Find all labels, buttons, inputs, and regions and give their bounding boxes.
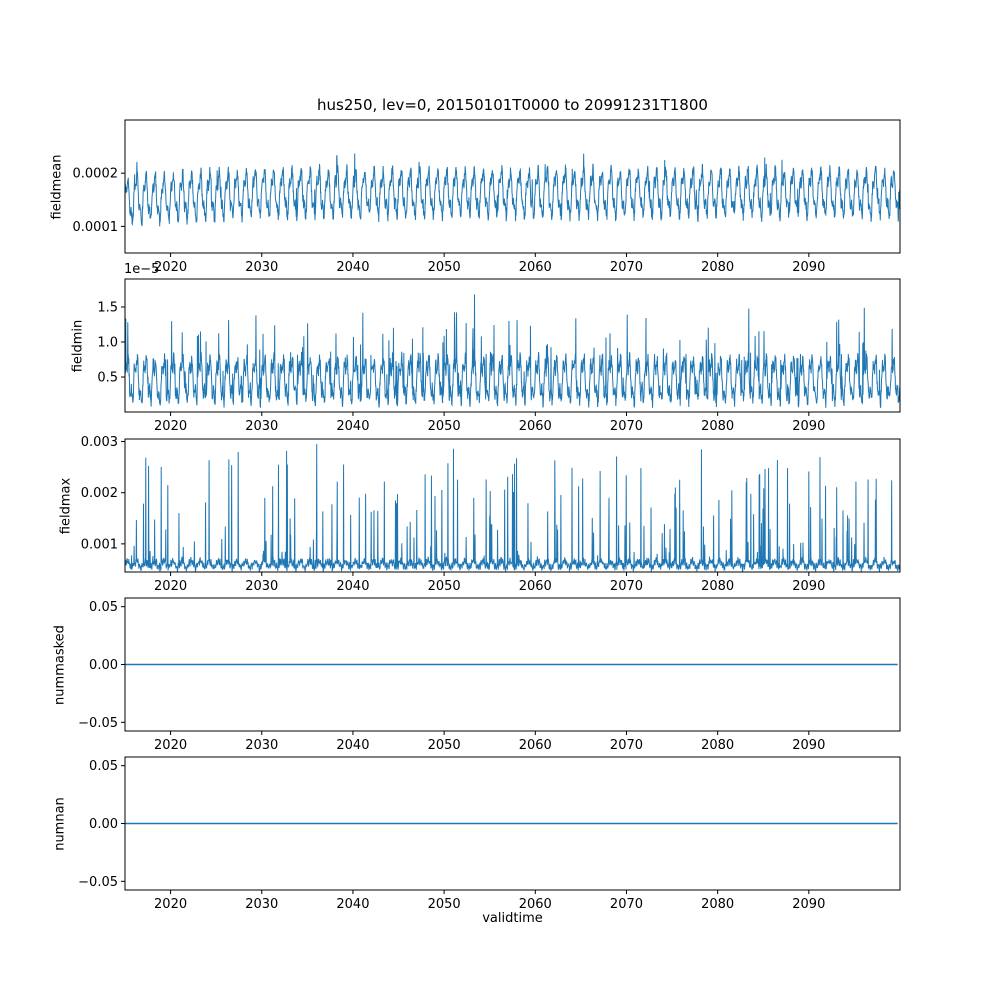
x-tick-label: 2020 <box>154 260 187 275</box>
x-tick-label: 2030 <box>245 897 278 912</box>
y-tick-label: 0.001 <box>81 537 118 552</box>
x-tick-label: 2080 <box>701 738 734 753</box>
x-tick-label: 2090 <box>792 738 825 753</box>
y-tick-label: 0.00 <box>89 658 118 673</box>
x-tick-label: 2060 <box>519 419 552 434</box>
x-tick-label: 2030 <box>245 260 278 275</box>
x-tick-label: 2060 <box>519 897 552 912</box>
x-tick-label: 2090 <box>792 260 825 275</box>
y-tick-label: 1.0 <box>97 336 118 351</box>
x-tick-label: 2030 <box>245 738 278 753</box>
x-tick-label: 2030 <box>245 579 278 594</box>
axes-frame-fieldmean <box>124 119 901 254</box>
x-tick-label: 2050 <box>428 738 461 753</box>
y-offset-text: 1e−5 <box>124 262 159 277</box>
chart-title: hus250, lev=0, 20150101T0000 to 20991231… <box>317 96 708 114</box>
x-tick-label: 2020 <box>154 738 187 753</box>
x-tick-label: 2090 <box>792 579 825 594</box>
y-axis-label-fieldmax: fieldmax <box>58 477 73 534</box>
y-tick-label: 0.003 <box>81 435 118 450</box>
x-tick-label: 2080 <box>701 579 734 594</box>
x-tick-label: 2060 <box>519 579 552 594</box>
x-tick-label: 2070 <box>610 419 643 434</box>
y-axis-label-numnan: numnan <box>52 796 67 851</box>
y-tick-label: −0.05 <box>78 716 118 731</box>
series-line-fieldmin <box>125 294 900 409</box>
x-tick-label: 2060 <box>519 260 552 275</box>
x-tick-label: 2060 <box>519 738 552 753</box>
x-tick-label: 2070 <box>610 260 643 275</box>
x-tick-label: 2080 <box>701 897 734 912</box>
y-tick-label: 0.05 <box>89 759 118 774</box>
x-tick-label: 2050 <box>428 579 461 594</box>
x-tick-label: 2070 <box>610 897 643 912</box>
x-tick-label: 2080 <box>701 260 734 275</box>
x-tick-label: 2050 <box>428 260 461 275</box>
x-tick-label: 2040 <box>336 579 369 594</box>
series-line-fieldmean <box>125 153 900 227</box>
x-tick-label: 2070 <box>610 738 643 753</box>
y-axis-label-fieldmean: fieldmean <box>49 154 64 219</box>
x-tick-label: 2030 <box>245 419 278 434</box>
y-tick-label: 0.0002 <box>73 167 119 182</box>
y-tick-label: 0.002 <box>81 486 118 501</box>
x-tick-label: 2040 <box>336 260 369 275</box>
y-tick-label: 0.5 <box>97 371 118 386</box>
x-tick-label: 2080 <box>701 419 734 434</box>
x-axis-label: validtime <box>482 911 543 926</box>
x-tick-label: 2050 <box>428 419 461 434</box>
axes-frame-fieldmin <box>124 278 901 413</box>
x-tick-label: 2040 <box>336 738 369 753</box>
y-tick-label: 0.05 <box>89 600 118 615</box>
x-tick-label: 2020 <box>154 579 187 594</box>
x-tick-label: 2020 <box>154 897 187 912</box>
y-tick-label: 0.00 <box>89 817 118 832</box>
x-tick-label: 2020 <box>154 419 187 434</box>
x-tick-label: 2040 <box>336 897 369 912</box>
series-line-fieldmax <box>125 444 900 572</box>
x-tick-label: 2040 <box>336 419 369 434</box>
x-tick-label: 2090 <box>792 897 825 912</box>
axes-frame-fieldmax <box>124 438 901 573</box>
y-axis-label-fieldmin: fieldmin <box>70 319 85 372</box>
x-tick-label: 2090 <box>792 419 825 434</box>
y-tick-label: −0.05 <box>78 875 118 890</box>
y-axis-label-nummasked: nummasked <box>52 624 67 705</box>
x-tick-label: 2050 <box>428 897 461 912</box>
y-tick-label: 0.0001 <box>73 220 119 235</box>
y-tick-label: 1.5 <box>97 301 118 316</box>
x-tick-label: 2070 <box>610 579 643 594</box>
